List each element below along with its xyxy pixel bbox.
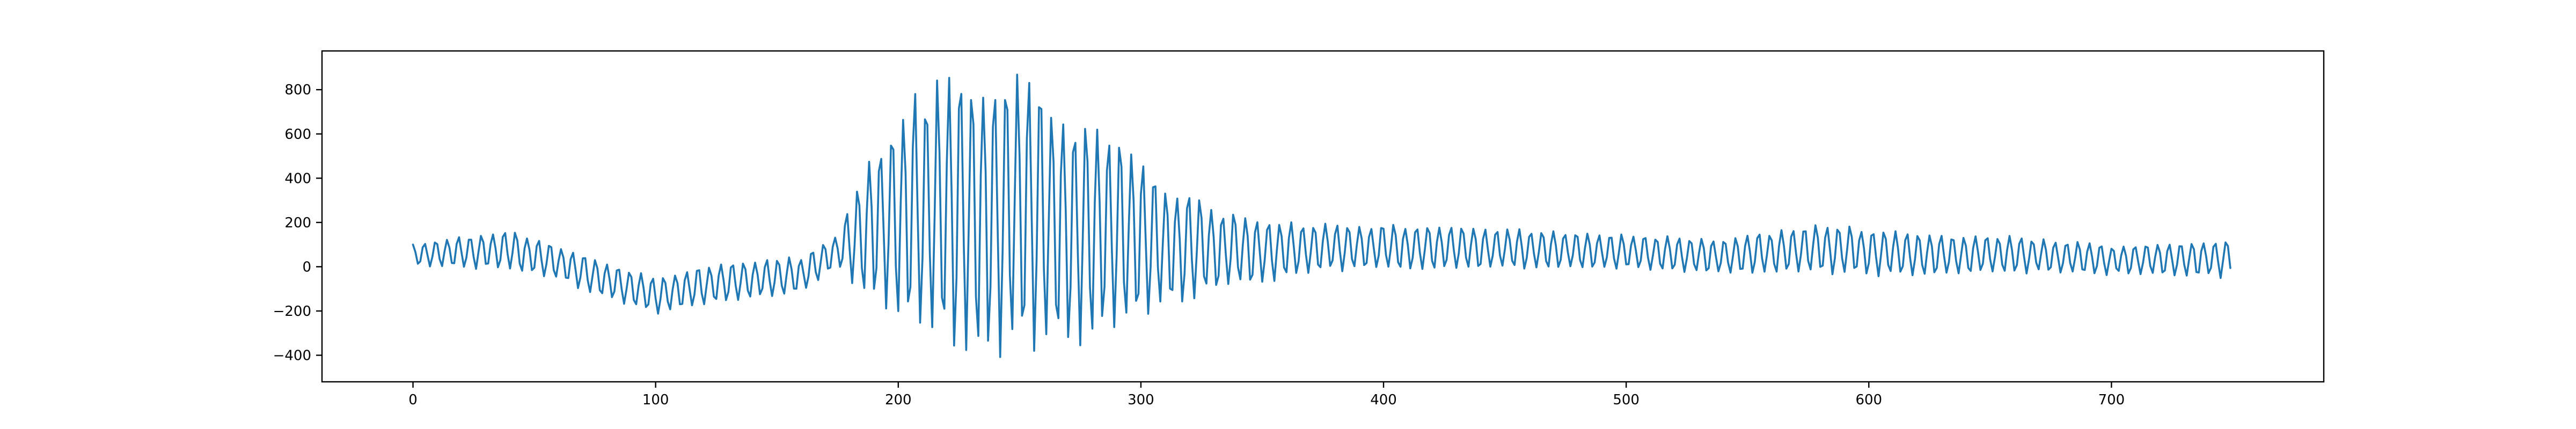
y-tick-label: −200: [273, 304, 311, 320]
series-line: [412, 73, 2231, 358]
x-tick-label: 400: [1370, 392, 1397, 408]
x-axis: 0 100 200 300 400 500 600 700: [408, 382, 2125, 408]
y-tick-label: 0: [302, 259, 311, 275]
y-tick-label: 600: [284, 127, 311, 143]
plot-area-frame: [321, 50, 2325, 383]
y-tick-label: 800: [284, 82, 311, 98]
x-tick-label: 0: [408, 392, 418, 408]
y-tick-label: 200: [284, 215, 311, 231]
x-tick-label: 500: [1613, 392, 1640, 408]
y-tick-label: 400: [284, 171, 311, 187]
y-axis: −400 −200 0 200 400 600 800: [273, 82, 322, 364]
x-tick-label: 200: [885, 392, 912, 408]
x-tick-label: 100: [642, 392, 669, 408]
x-tick-label: 700: [2098, 392, 2125, 408]
x-tick-label: 300: [1128, 392, 1154, 408]
y-tick-label: −400: [273, 347, 311, 364]
series-layer: [412, 73, 2231, 358]
x-tick-label: 600: [1855, 392, 1882, 408]
